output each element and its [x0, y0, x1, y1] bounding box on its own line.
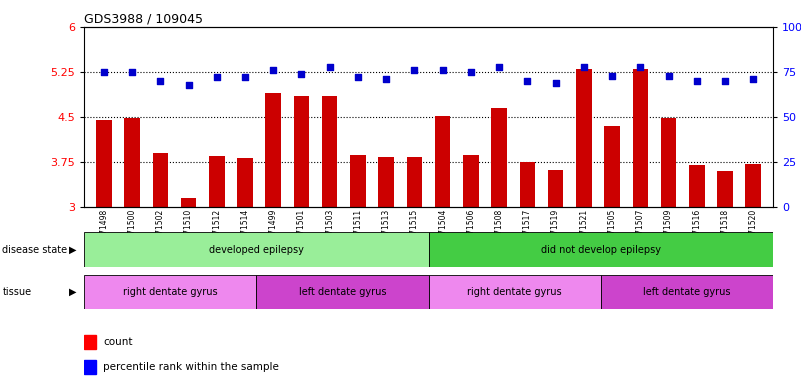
Bar	[717, 171, 733, 207]
Point	[352, 74, 364, 81]
Text: right dentate gyrus: right dentate gyrus	[123, 287, 218, 297]
Bar	[124, 118, 140, 207]
Point	[239, 74, 252, 81]
Bar	[429, 232, 773, 267]
Point	[747, 76, 759, 82]
Bar	[322, 96, 337, 207]
Point	[718, 78, 731, 84]
Bar	[520, 162, 535, 207]
Bar	[429, 275, 601, 309]
Point	[493, 63, 505, 70]
Point	[98, 69, 111, 75]
Bar	[407, 157, 422, 207]
Text: left dentate gyrus: left dentate gyrus	[643, 287, 731, 297]
Bar	[689, 165, 705, 207]
Point	[295, 71, 308, 77]
Text: percentile rank within the sample: percentile rank within the sample	[103, 362, 279, 372]
Bar	[633, 69, 648, 207]
Bar	[350, 155, 366, 207]
Bar	[604, 126, 620, 207]
Bar	[84, 360, 96, 374]
Point	[465, 69, 477, 75]
Bar	[435, 116, 450, 207]
Bar	[84, 232, 429, 267]
Text: right dentate gyrus: right dentate gyrus	[467, 287, 562, 297]
Bar	[601, 275, 773, 309]
Point	[634, 63, 646, 70]
Point	[211, 74, 223, 81]
Point	[126, 69, 139, 75]
Bar	[463, 155, 479, 207]
Point	[267, 67, 280, 73]
Text: did not develop epilepsy: did not develop epilepsy	[541, 245, 661, 255]
Bar	[209, 156, 224, 207]
Bar	[256, 275, 429, 309]
Bar	[237, 158, 253, 207]
Point	[690, 78, 703, 84]
Bar	[576, 69, 592, 207]
Bar	[84, 275, 256, 309]
Text: ▶: ▶	[69, 287, 76, 297]
Point	[154, 78, 167, 84]
Text: tissue: tissue	[2, 287, 31, 297]
Bar	[548, 170, 563, 207]
Bar	[661, 118, 676, 207]
Text: developed epilepsy: developed epilepsy	[209, 245, 304, 255]
Text: disease state: disease state	[2, 245, 67, 255]
Text: GDS3988 / 109045: GDS3988 / 109045	[84, 13, 203, 26]
Bar	[294, 96, 309, 207]
Point	[606, 73, 618, 79]
Bar	[181, 198, 196, 207]
Text: left dentate gyrus: left dentate gyrus	[299, 287, 386, 297]
Point	[521, 78, 533, 84]
Point	[380, 76, 392, 82]
Bar	[265, 93, 281, 207]
Text: count: count	[103, 337, 132, 347]
Point	[437, 67, 449, 73]
Bar	[378, 157, 394, 207]
Bar	[84, 335, 96, 349]
Point	[408, 67, 421, 73]
Point	[182, 81, 195, 88]
Point	[549, 80, 562, 86]
Bar	[491, 108, 507, 207]
Point	[324, 63, 336, 70]
Text: ▶: ▶	[69, 245, 76, 255]
Bar	[746, 164, 761, 207]
Point	[578, 63, 590, 70]
Bar	[152, 153, 168, 207]
Bar	[96, 120, 111, 207]
Point	[662, 73, 675, 79]
